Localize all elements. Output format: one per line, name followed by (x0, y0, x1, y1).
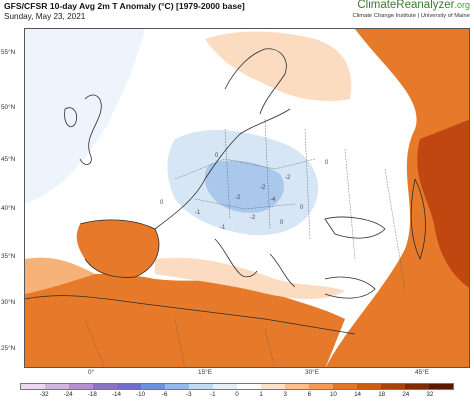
color-scale-cell (429, 384, 453, 389)
color-scale-cell (45, 384, 69, 389)
color-scale-tick-label: 32 (426, 391, 434, 398)
color-scale-tick-label: 10 (329, 391, 337, 398)
map-title: GFS/CFSR 10-day Avg 2m T Anomaly (°C) [1… (4, 1, 245, 11)
color-scale-tick-label: 6 (307, 391, 312, 398)
color-scale-tick-label: -3 (186, 391, 192, 398)
lat-label-25: 25°N (1, 345, 16, 352)
color-scale-cell (357, 384, 381, 389)
color-scale-ticks: -32 -24 -18 -14 -10 -6 -3 -1 0 1 3 6 10 14 18 24 32 (20, 391, 454, 401)
color-scale-cell (165, 384, 189, 389)
color-scale-tick-label: 0 (235, 391, 239, 398)
color-scale-tick-label: -18 (87, 391, 97, 398)
france-germany-coast (154, 108, 291, 230)
color-scale-tick-label: -1 (210, 391, 216, 398)
british-isles-outline (79, 94, 102, 165)
brand-logo[interactable]: ClimateReanalyzer.org (357, 0, 470, 11)
color-scale-tick-label: 24 (402, 391, 410, 398)
header: GFS/CFSR 10-day Avg 2m T Anomaly (°C) [1… (0, 0, 474, 28)
lon-label-45e: 45°E (415, 369, 429, 376)
country-borders (84, 118, 406, 367)
map-canvas: 0 -2 -2 -1 0 -2 0 0 -1 -4 -2 0 (25, 29, 469, 367)
lat-label-30: 30°N (1, 299, 16, 306)
brand-subtitle: Climate Change Institute | University of… (352, 13, 471, 19)
black-sea-outline (324, 216, 386, 239)
brand-name: ClimateReanalyzer (357, 0, 455, 11)
atlantic-warm-patch (25, 257, 95, 294)
color-scale-tick-label: 3 (283, 391, 287, 398)
iberia-warm-region (76, 219, 159, 278)
coastlines (25, 48, 426, 335)
scandinavia-outline (224, 48, 287, 115)
color-scale-cell (381, 384, 405, 389)
color-scale-tick-label: 1 (259, 391, 263, 398)
north-africa-coast (25, 295, 356, 335)
lat-label-45: 45°N (1, 156, 16, 163)
lat-label-50: 50°N (1, 104, 16, 111)
contour-label: 0 (160, 200, 164, 206)
contour-label: -2 (250, 215, 256, 221)
contour-label: 0 (215, 153, 219, 159)
east-warm-region (326, 29, 469, 367)
color-scale-cell (405, 384, 429, 389)
contour-label: 0 (280, 220, 284, 226)
color-scale-tick-label: 18 (378, 391, 386, 398)
contour-label: -2 (285, 175, 291, 181)
color-scale-cell (261, 384, 285, 389)
contour-label: 0 (300, 205, 304, 211)
color-scale-cell (309, 384, 333, 389)
north-light-warm (205, 31, 352, 101)
color-scale-tick-label: -6 (161, 391, 168, 398)
contour-label: -2 (260, 185, 266, 191)
lon-label-15e: 15°E (198, 369, 212, 376)
north-africa-warm-region (25, 273, 345, 367)
brand-suffix: .org (454, 0, 470, 10)
color-scale-cell (237, 384, 261, 389)
contour-label: -4 (270, 197, 276, 203)
lon-label-0: 0° (87, 369, 95, 376)
color-scale-tick-label: -32 (39, 391, 49, 398)
atlantic-cool-region (25, 29, 145, 204)
color-scale-tick-label: 14 (354, 391, 361, 398)
color-scale-bar (20, 383, 454, 390)
ireland-outline (64, 107, 78, 128)
lat-label-35: 35°N (1, 253, 16, 260)
iberia-outline (79, 219, 160, 278)
contour-label: -1 (220, 225, 226, 231)
contour-label: -1 (195, 210, 201, 216)
color-scale-cell (21, 384, 45, 389)
italy-outline (214, 238, 258, 278)
balkans-coast (269, 253, 296, 288)
color-scale-cell (285, 384, 309, 389)
caspian-hot-region (417, 119, 469, 288)
caspian-outline (410, 178, 426, 261)
color-scale-cell (69, 384, 93, 389)
lat-label-55: 55°N (1, 49, 16, 56)
color-scale-tick-label: -10 (136, 391, 146, 398)
contour-label: -2 (235, 195, 241, 201)
turkey-coast (324, 276, 376, 299)
lon-label-30e: 30°E (305, 369, 319, 376)
color-scale-cell (333, 384, 357, 389)
anomaly-map[interactable]: 0 -2 -2 -1 0 -2 0 0 -1 -4 -2 0 (24, 28, 470, 368)
color-scale-cell (117, 384, 141, 389)
color-scale-cell (141, 384, 165, 389)
mediterranean-light-warm (155, 257, 345, 299)
color-scale-tick-label: -24 (63, 391, 73, 398)
color-scale-tick-label: -14 (111, 391, 121, 398)
contour-labels: 0 -2 -2 -1 0 -2 0 0 -1 -4 -2 0 (160, 153, 329, 231)
color-scale-cell (93, 384, 117, 389)
color-scale-cell (189, 384, 213, 389)
lat-label-40: 40°N (1, 205, 16, 212)
color-scale-cell (213, 384, 237, 389)
contour-label: 0 (325, 160, 329, 166)
map-date: Sunday, May 23, 2021 (4, 12, 86, 21)
central-europe-cooler (204, 160, 284, 213)
